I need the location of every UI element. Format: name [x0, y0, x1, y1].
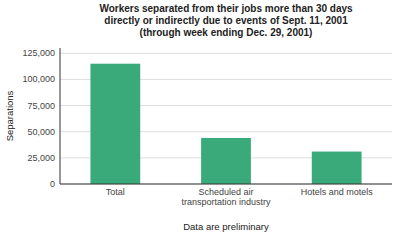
x-tick-label: Hotels and motels [301, 187, 374, 197]
bar [90, 64, 140, 184]
y-tick-label: 100,000 [22, 74, 55, 84]
x-tick-label: Scheduled airtransportation industry [181, 187, 271, 207]
x-axis-line [60, 184, 392, 185]
y-tick-label: 25,000 [27, 153, 55, 163]
grid [60, 53, 392, 184]
x-tick-label-line: Total [106, 187, 125, 197]
grid-line [60, 53, 392, 54]
chart: Workers separated from their jobs more t… [0, 0, 401, 238]
grid-line [60, 184, 392, 185]
x-tick-label-line: Scheduled air [198, 187, 253, 197]
y-tick-label: 50,000 [27, 127, 55, 137]
y-axis-label: Separations [4, 90, 15, 141]
x-tick-label-line: transportation industry [181, 197, 271, 207]
x-tick-label-line: Hotels and motels [301, 187, 374, 197]
y-tick-label: 75,000 [27, 101, 55, 111]
title-line: directly or indirectly due to events of … [104, 15, 348, 26]
bar [201, 138, 251, 184]
chart-container: Workers separated from their jobs more t… [0, 0, 401, 238]
bars [90, 64, 361, 184]
y-tick-label: 0 [50, 179, 55, 189]
x-axis-label: Data are preliminary [183, 221, 269, 232]
title: Workers separated from their jobs more t… [99, 3, 353, 38]
x-tick-label: Total [106, 187, 125, 197]
y-tick-label: 125,000 [22, 48, 55, 58]
title-line: (through week ending Dec. 29, 2001) [140, 27, 313, 38]
bar [312, 152, 362, 184]
title-line: Workers separated from their jobs more t… [99, 3, 353, 14]
y-axis-line [60, 48, 61, 184]
